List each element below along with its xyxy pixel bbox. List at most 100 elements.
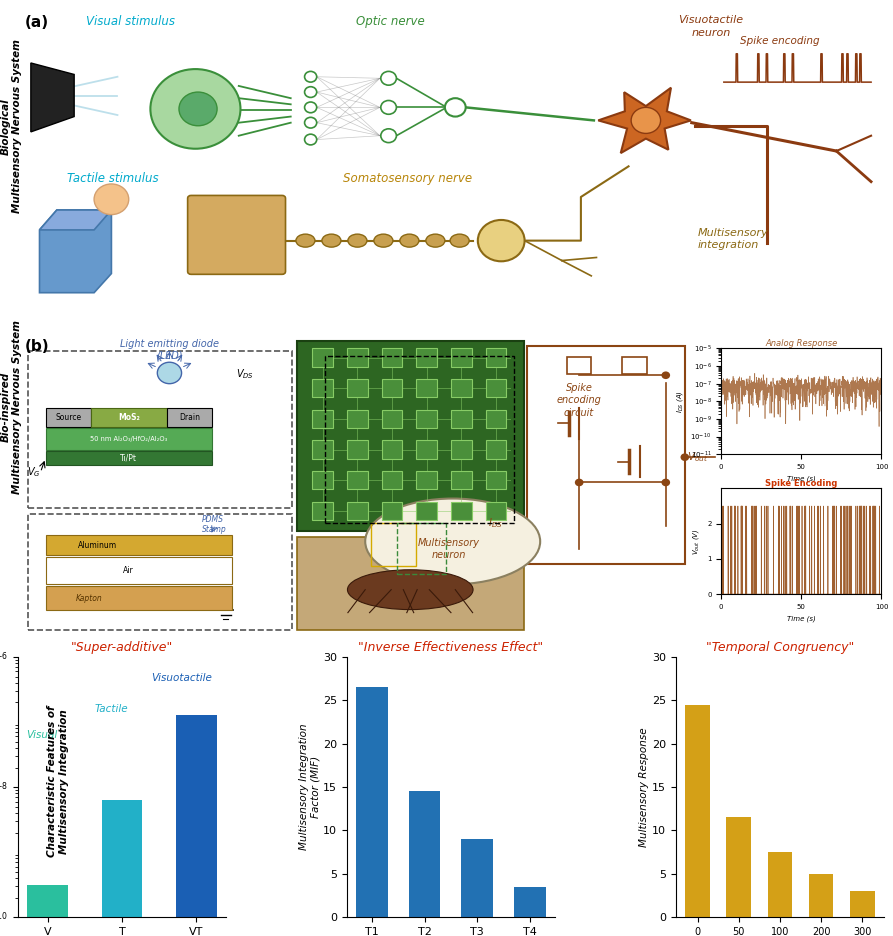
Circle shape: [305, 87, 317, 97]
Text: Biological
Multisensory Nervous System: Biological Multisensory Nervous System: [1, 39, 22, 213]
Circle shape: [305, 102, 317, 112]
Bar: [451, 502, 472, 520]
Bar: [325, 356, 514, 523]
Bar: [313, 471, 333, 490]
Circle shape: [305, 71, 317, 82]
Bar: [313, 502, 333, 520]
Bar: [486, 502, 506, 520]
Bar: [486, 410, 506, 428]
Bar: [381, 410, 403, 428]
Circle shape: [157, 362, 181, 384]
Text: $V_{out}$: $V_{out}$: [687, 450, 708, 464]
Text: Bio-inspired
Multisensory Nervous System: Bio-inspired Multisensory Nervous System: [1, 320, 22, 494]
Polygon shape: [39, 210, 112, 230]
Y-axis label: Multisensory Response: Multisensory Response: [639, 727, 649, 847]
Circle shape: [380, 129, 396, 142]
Bar: [347, 502, 368, 520]
Bar: [809, 874, 833, 917]
Bar: [381, 471, 403, 490]
Bar: [451, 379, 472, 398]
Bar: [29, 351, 292, 507]
Circle shape: [380, 100, 396, 114]
Text: Kapton: Kapton: [76, 593, 103, 603]
Bar: [451, 410, 472, 428]
Text: $V_{DS}$: $V_{DS}$: [236, 368, 254, 381]
Polygon shape: [598, 88, 691, 154]
Circle shape: [94, 184, 129, 214]
Bar: [46, 557, 232, 584]
Text: Characteristic Features of
Multisensory Integration: Characteristic Features of Multisensory …: [47, 706, 69, 857]
Text: Multisensory
neuron: Multisensory neuron: [418, 538, 480, 560]
Bar: [313, 410, 333, 428]
Bar: [850, 891, 874, 917]
Bar: [46, 586, 232, 610]
Bar: [167, 408, 212, 427]
Text: Multisensory
integration: Multisensory integration: [697, 227, 769, 250]
Polygon shape: [31, 63, 74, 132]
Bar: [409, 792, 440, 917]
Text: Spike encoding: Spike encoding: [740, 37, 820, 46]
Bar: [90, 408, 167, 427]
Bar: [29, 514, 292, 630]
Text: Drain: Drain: [179, 413, 200, 422]
Bar: [347, 348, 368, 367]
Circle shape: [179, 92, 217, 125]
Bar: [416, 379, 437, 398]
Circle shape: [478, 220, 524, 261]
Bar: [46, 428, 212, 449]
Title: "Inverse Effectiveness Effect": "Inverse Effectiveness Effect": [358, 641, 544, 654]
Text: 50 nm Al₂O₃/HfO₂/Al₂O₃: 50 nm Al₂O₃/HfO₂/Al₂O₃: [90, 436, 167, 442]
Circle shape: [631, 108, 661, 134]
Bar: [347, 410, 368, 428]
Text: $V_G$: $V_G$: [27, 465, 40, 479]
Ellipse shape: [426, 234, 445, 247]
Text: Ti/Pt: Ti/Pt: [121, 453, 138, 462]
Text: Tactile stimulus: Tactile stimulus: [67, 171, 159, 184]
Bar: [486, 348, 506, 367]
Bar: [28, 885, 68, 936]
Bar: [416, 440, 437, 459]
Bar: [356, 687, 388, 917]
Bar: [622, 357, 647, 373]
Bar: [416, 348, 437, 367]
Bar: [416, 471, 437, 490]
Bar: [514, 887, 546, 917]
Bar: [102, 800, 142, 936]
Text: Visuotactile
neuron: Visuotactile neuron: [679, 16, 743, 37]
Bar: [416, 410, 437, 428]
Bar: [46, 451, 212, 465]
Circle shape: [662, 372, 670, 379]
Title: "Temporal Congruency": "Temporal Congruency": [705, 641, 854, 654]
Ellipse shape: [348, 234, 367, 247]
Bar: [451, 348, 472, 367]
Bar: [462, 840, 493, 917]
Text: Visual: Visual: [26, 730, 57, 740]
Text: Somatosensory nerve: Somatosensory nerve: [343, 171, 472, 184]
Bar: [381, 440, 403, 459]
Bar: [397, 523, 446, 574]
Bar: [527, 346, 685, 564]
Text: Optic nerve: Optic nerve: [356, 16, 425, 28]
Ellipse shape: [450, 234, 469, 247]
Bar: [727, 817, 751, 917]
Bar: [296, 341, 523, 531]
Bar: [347, 471, 368, 490]
Bar: [451, 471, 472, 490]
Bar: [347, 379, 368, 398]
Circle shape: [445, 98, 465, 117]
Bar: [371, 523, 416, 566]
Bar: [347, 440, 368, 459]
Circle shape: [150, 69, 240, 149]
Bar: [685, 705, 710, 917]
Bar: [176, 715, 217, 936]
Circle shape: [305, 117, 317, 128]
Bar: [46, 408, 90, 427]
Text: (a): (a): [25, 16, 49, 31]
Text: PDMS
Stamp: PDMS Stamp: [202, 515, 226, 534]
Text: Light emitting diode
(LED): Light emitting diode (LED): [120, 339, 219, 361]
Text: Visual stimulus: Visual stimulus: [86, 16, 175, 28]
Text: Tactile: Tactile: [95, 704, 129, 714]
Ellipse shape: [296, 234, 315, 247]
Ellipse shape: [321, 234, 341, 247]
Title: "Super-additive": "Super-additive": [71, 641, 173, 654]
